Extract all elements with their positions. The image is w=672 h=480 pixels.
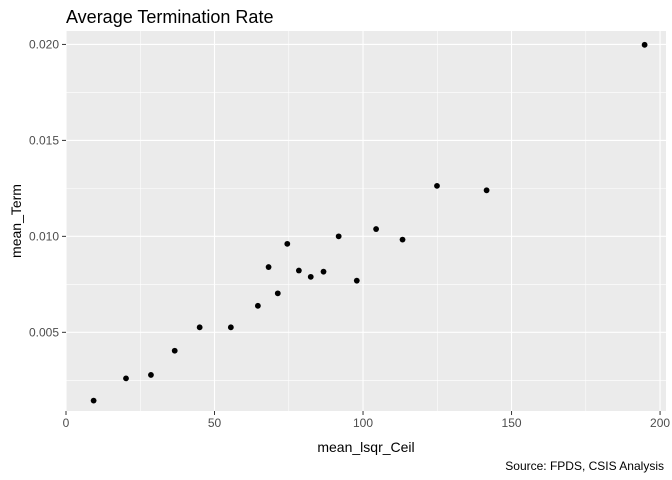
data-point: [148, 372, 154, 378]
chart-title: Average Termination Rate: [66, 7, 273, 27]
y-tick-label: 0.010: [29, 229, 59, 243]
data-point: [274, 290, 281, 297]
minor-gridlines: [66, 31, 666, 411]
x-tick-label: 0: [63, 416, 70, 430]
data-point: [123, 375, 129, 382]
y-tick-label: 0.015: [29, 133, 59, 147]
data-point: [483, 187, 490, 194]
data-point: [641, 41, 648, 48]
major-gridlines: [65, 31, 666, 411]
data-point: [320, 268, 327, 275]
data-point: [353, 277, 360, 284]
plot-panel: [66, 31, 666, 411]
x-tick-label: 100: [353, 416, 373, 430]
data-point: [227, 324, 234, 331]
data-point: [335, 233, 342, 240]
data-point: [90, 397, 97, 404]
data-point: [254, 302, 261, 309]
data-point: [295, 267, 302, 274]
x-axis: 0 50 100 150 200: [63, 411, 670, 430]
data-point: [171, 347, 178, 354]
data-point: [373, 226, 379, 232]
data-point: [196, 324, 203, 331]
data-point: [399, 236, 406, 243]
data-point: [434, 182, 440, 189]
data-point: [265, 264, 272, 270]
data-points: [90, 41, 648, 404]
data-point: [284, 240, 291, 247]
y-axis-title: mean_Term: [8, 184, 24, 258]
x-tick-label: 200: [650, 416, 670, 430]
y-axis: 0.005 0.010 0.015 0.020: [29, 37, 66, 339]
chart-caption: Source: FPDS, CSIS Analysis: [505, 459, 664, 473]
x-axis-title: mean_lsqr_Ceil: [317, 439, 414, 455]
x-tick-label: 50: [208, 416, 222, 430]
y-tick-label: 0.020: [29, 37, 59, 51]
y-tick-label: 0.005: [29, 325, 59, 339]
x-tick-label: 150: [502, 416, 522, 430]
data-point: [307, 273, 314, 280]
